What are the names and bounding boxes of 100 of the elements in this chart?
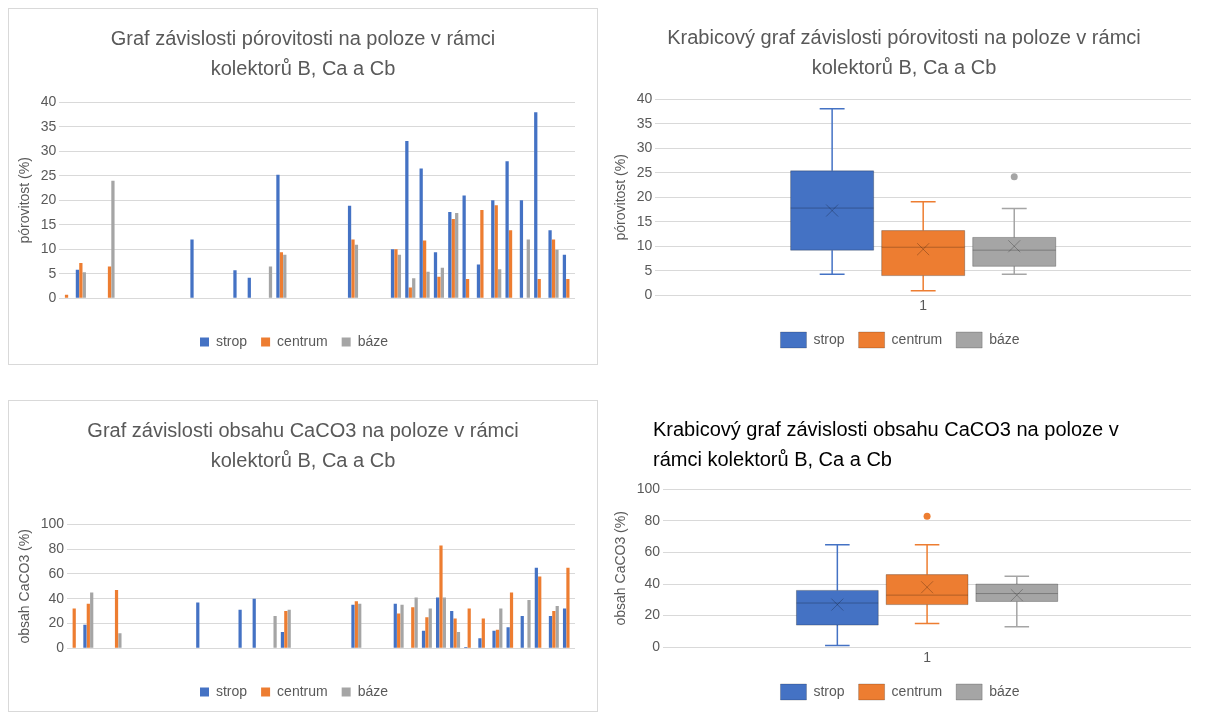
bar xyxy=(405,141,409,298)
y-tick-label: 80 xyxy=(48,540,65,557)
legend-label: báze xyxy=(989,330,1020,347)
bar xyxy=(421,630,426,648)
bar xyxy=(495,629,500,648)
y-tick-label: 30 xyxy=(636,139,653,156)
bar xyxy=(390,249,395,298)
bar xyxy=(247,277,251,298)
bar xyxy=(419,168,423,298)
bar xyxy=(526,239,530,298)
bar xyxy=(72,608,76,648)
y-tick-label: 40 xyxy=(48,589,65,606)
bar xyxy=(86,603,90,648)
bar xyxy=(273,616,277,648)
bar xyxy=(354,244,359,298)
bar xyxy=(548,230,552,298)
y-tick-label: 60 xyxy=(644,543,661,560)
bar xyxy=(90,592,94,648)
bar xyxy=(481,618,485,648)
bar xyxy=(397,254,402,298)
bar xyxy=(491,200,495,298)
y-tick-label: 15 xyxy=(40,215,57,232)
x-tick-label: 1 xyxy=(923,649,932,666)
bar xyxy=(508,230,513,298)
y-tick-label: 20 xyxy=(636,188,653,205)
bar xyxy=(190,239,194,298)
x-tick-label: 1 xyxy=(919,297,928,314)
bar xyxy=(566,279,570,298)
bar xyxy=(280,632,285,648)
legend-label: báze xyxy=(989,682,1020,699)
bar xyxy=(506,627,510,648)
bar xyxy=(462,195,466,298)
y-axis-title: obsah CaCO3 (%) xyxy=(16,529,33,644)
bar xyxy=(351,239,355,298)
bar xyxy=(435,597,440,648)
bar xyxy=(107,266,112,298)
y-tick-label: 10 xyxy=(636,237,653,254)
bar xyxy=(437,276,441,298)
bar xyxy=(118,633,122,648)
chart-title: Graf závislosti obsahu CaCO3 na poloze v rámci kolektorů B, Ca a Cb xyxy=(86,418,520,473)
legend-label: strop xyxy=(215,332,248,349)
bar xyxy=(268,266,273,298)
bar xyxy=(476,264,481,298)
bar xyxy=(509,592,514,648)
bar xyxy=(534,112,538,298)
y-tick-label: 35 xyxy=(40,117,57,134)
bar xyxy=(534,567,538,648)
bar xyxy=(411,607,415,648)
legend-label: centrum xyxy=(891,682,943,699)
bar xyxy=(566,567,570,648)
bar xyxy=(498,269,502,298)
bar xyxy=(276,174,280,298)
legend-label: centrum xyxy=(891,330,943,347)
y-tick-label: 100 xyxy=(636,480,661,497)
bar xyxy=(538,576,542,648)
bar xyxy=(440,267,444,298)
bar xyxy=(519,200,524,298)
bar xyxy=(537,279,541,298)
y-tick-label: 0 xyxy=(48,289,57,306)
bar xyxy=(433,252,438,298)
y-tick-label: 25 xyxy=(40,166,57,183)
bar xyxy=(111,180,115,298)
y-tick-label: 100 xyxy=(40,515,65,532)
bar xyxy=(238,609,242,648)
bar xyxy=(439,545,443,648)
bar xyxy=(279,252,284,298)
bar xyxy=(548,616,553,648)
bar xyxy=(397,613,401,648)
bar xyxy=(478,638,482,648)
bar xyxy=(252,598,256,648)
y-tick-label: 0 xyxy=(56,639,65,656)
bar xyxy=(283,254,287,298)
y-tick-label: 35 xyxy=(636,114,653,131)
bar xyxy=(414,597,418,648)
y-tick-label: 30 xyxy=(40,142,57,159)
bar xyxy=(480,210,484,298)
y-tick-label: 5 xyxy=(644,261,653,278)
bar xyxy=(499,608,503,648)
legend-label: báze xyxy=(357,332,389,349)
bar xyxy=(451,218,455,298)
y-tick-label: 0 xyxy=(644,286,653,303)
bar xyxy=(347,205,352,298)
legend-label: strop xyxy=(813,682,845,699)
bar xyxy=(456,632,461,648)
bar xyxy=(465,279,470,298)
bar xyxy=(562,254,567,298)
bar xyxy=(467,608,471,648)
y-axis-title: pórovitost (%) xyxy=(16,157,33,244)
y-tick-label: 15 xyxy=(636,212,653,229)
y-tick-label: 5 xyxy=(48,264,57,281)
bar xyxy=(448,212,452,298)
bar xyxy=(196,602,200,648)
legend-label: strop xyxy=(813,330,845,347)
chart-title: Graf závislosti pórovitosti na poloze v rámci kolektorů B, Ca a Cb xyxy=(109,26,497,81)
legend-label: strop xyxy=(215,682,248,699)
legend-label: centrum xyxy=(277,682,328,699)
y-tick-label: 80 xyxy=(644,511,661,528)
chart-title: Krabicový graf závislosti pórovitosti na poloze v rámci kolektorů B, Ca a Cb xyxy=(666,25,1142,80)
bar xyxy=(233,270,237,298)
legend-label: centrum xyxy=(277,332,328,349)
